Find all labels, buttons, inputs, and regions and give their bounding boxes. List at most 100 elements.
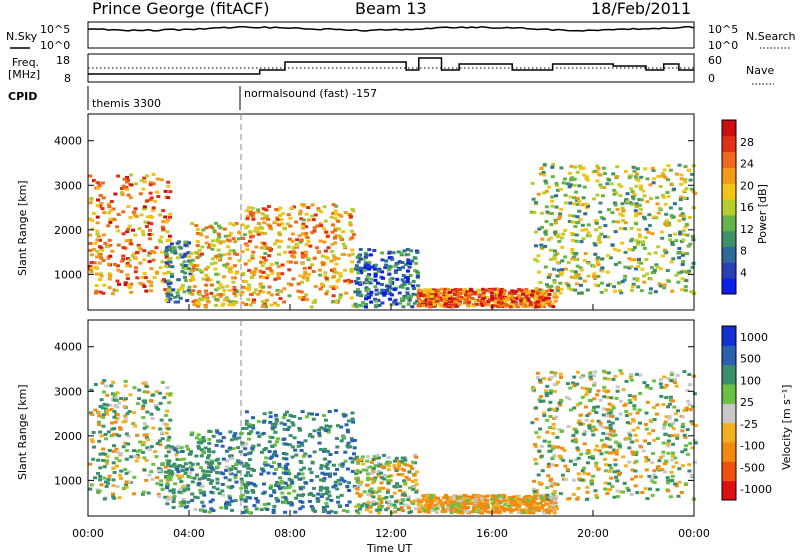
heatmap-cell — [286, 260, 290, 264]
heatmap-cell — [133, 424, 138, 428]
heatmap-cell — [208, 500, 213, 504]
heatmap-cell — [267, 254, 272, 258]
heatmap-cell — [181, 498, 186, 501]
heatmap-cell — [392, 300, 397, 304]
heatmap-cell — [127, 284, 131, 288]
heatmap-cell — [179, 263, 184, 267]
heatmap-cell — [385, 284, 389, 288]
heatmap-cell — [532, 500, 537, 504]
heatmap-cell — [361, 301, 365, 304]
heatmap-cell — [567, 171, 572, 175]
heatmap-cell — [353, 302, 358, 306]
heatmap-cell — [668, 238, 673, 242]
heatmap-cell — [187, 241, 191, 245]
heatmap-cell — [188, 475, 193, 479]
heatmap-cell — [206, 300, 211, 304]
heatmap-cell — [282, 250, 287, 254]
heatmap-cell — [298, 459, 303, 463]
heatmap-cell — [329, 259, 334, 263]
heatmap-cell — [451, 305, 455, 309]
heatmap-cell — [666, 178, 670, 182]
heatmap-cell — [651, 181, 656, 185]
heatmap-cell — [214, 221, 218, 225]
heatmap-cell — [497, 304, 502, 308]
heatmap-cell — [546, 296, 551, 300]
heatmap-cell — [656, 465, 661, 468]
colorbar-segment — [722, 167, 736, 184]
heatmap-cell — [555, 184, 560, 188]
heatmap-cell — [655, 403, 660, 407]
heatmap-cell — [495, 507, 500, 511]
heatmap-cell — [423, 497, 428, 500]
heatmap-cell — [565, 182, 570, 186]
heatmap-cell — [406, 258, 411, 262]
heatmap-cell — [619, 291, 624, 295]
heatmap-cell — [94, 289, 99, 293]
heatmap-cell — [592, 272, 597, 276]
heatmap-cell — [243, 242, 248, 246]
heatmap-cell — [167, 264, 172, 268]
heatmap-cell — [311, 494, 316, 498]
heatmap-cell — [317, 431, 322, 435]
heatmap-cell — [660, 172, 665, 176]
heatmap-cell — [302, 466, 306, 470]
heatmap-cell — [337, 504, 342, 508]
heatmap-cell — [219, 471, 224, 475]
heatmap-cell — [552, 255, 557, 259]
heatmap-cell — [98, 405, 103, 408]
heatmap-cell — [228, 486, 233, 490]
heatmap-cell — [675, 433, 680, 437]
heatmap-cell — [548, 426, 552, 429]
colorbar-tick-label: -1000 — [740, 483, 772, 496]
heatmap-cell — [190, 274, 195, 278]
heatmap-cell — [143, 381, 148, 385]
heatmap-cell — [294, 453, 299, 457]
heatmap-cell — [592, 197, 596, 201]
heatmap-cell — [534, 431, 539, 435]
y-tick-label: 3000 — [54, 385, 82, 398]
heatmap-cell — [179, 446, 184, 450]
heatmap-cell — [357, 266, 361, 270]
heatmap-cell — [413, 499, 418, 503]
heatmap-cell — [127, 480, 132, 484]
colorbar-frame — [721, 325, 737, 501]
heatmap-cell — [178, 296, 183, 300]
heatmap-cell — [267, 285, 272, 289]
heatmap-cell — [126, 193, 131, 197]
heatmap-cell — [372, 478, 377, 482]
heatmap-cell — [662, 286, 667, 290]
heatmap-cell — [663, 176, 668, 180]
heatmap-cell — [273, 301, 278, 305]
heatmap-cell — [547, 185, 552, 189]
heatmap-cell — [595, 257, 600, 261]
heatmap-cell — [205, 456, 210, 460]
heatmap-cell — [346, 419, 351, 423]
heatmap-cell — [380, 288, 385, 292]
heatmap-cell — [195, 232, 200, 235]
heatmap-cell — [631, 395, 636, 399]
heatmap-cell — [614, 452, 619, 456]
heatmap-cell — [125, 412, 130, 416]
heatmap-cell — [388, 479, 393, 483]
heatmap-cell — [142, 205, 147, 209]
heatmap-cell — [560, 446, 565, 450]
heatmap-cell — [164, 446, 169, 449]
heatmap-cell — [474, 496, 479, 500]
heatmap-cell — [412, 453, 417, 457]
heatmap-cell — [443, 289, 448, 293]
heatmap-cell — [316, 207, 321, 211]
heatmap-cell — [275, 239, 280, 243]
y-tick-label: 1000 — [54, 268, 82, 281]
heatmap-cell — [241, 444, 246, 448]
heatmap-cell — [350, 252, 355, 256]
heatmap-cell — [166, 282, 171, 286]
heatmap-cell — [508, 302, 513, 306]
heatmap-cell — [634, 212, 639, 216]
heatmap-cell — [685, 389, 690, 393]
heatmap-cell — [89, 270, 94, 274]
heatmap-cell — [642, 246, 647, 250]
heatmap-cell — [656, 174, 661, 178]
heatmap-cell — [150, 393, 155, 397]
heatmap-cell — [145, 410, 150, 414]
heatmap-cell — [465, 498, 470, 502]
